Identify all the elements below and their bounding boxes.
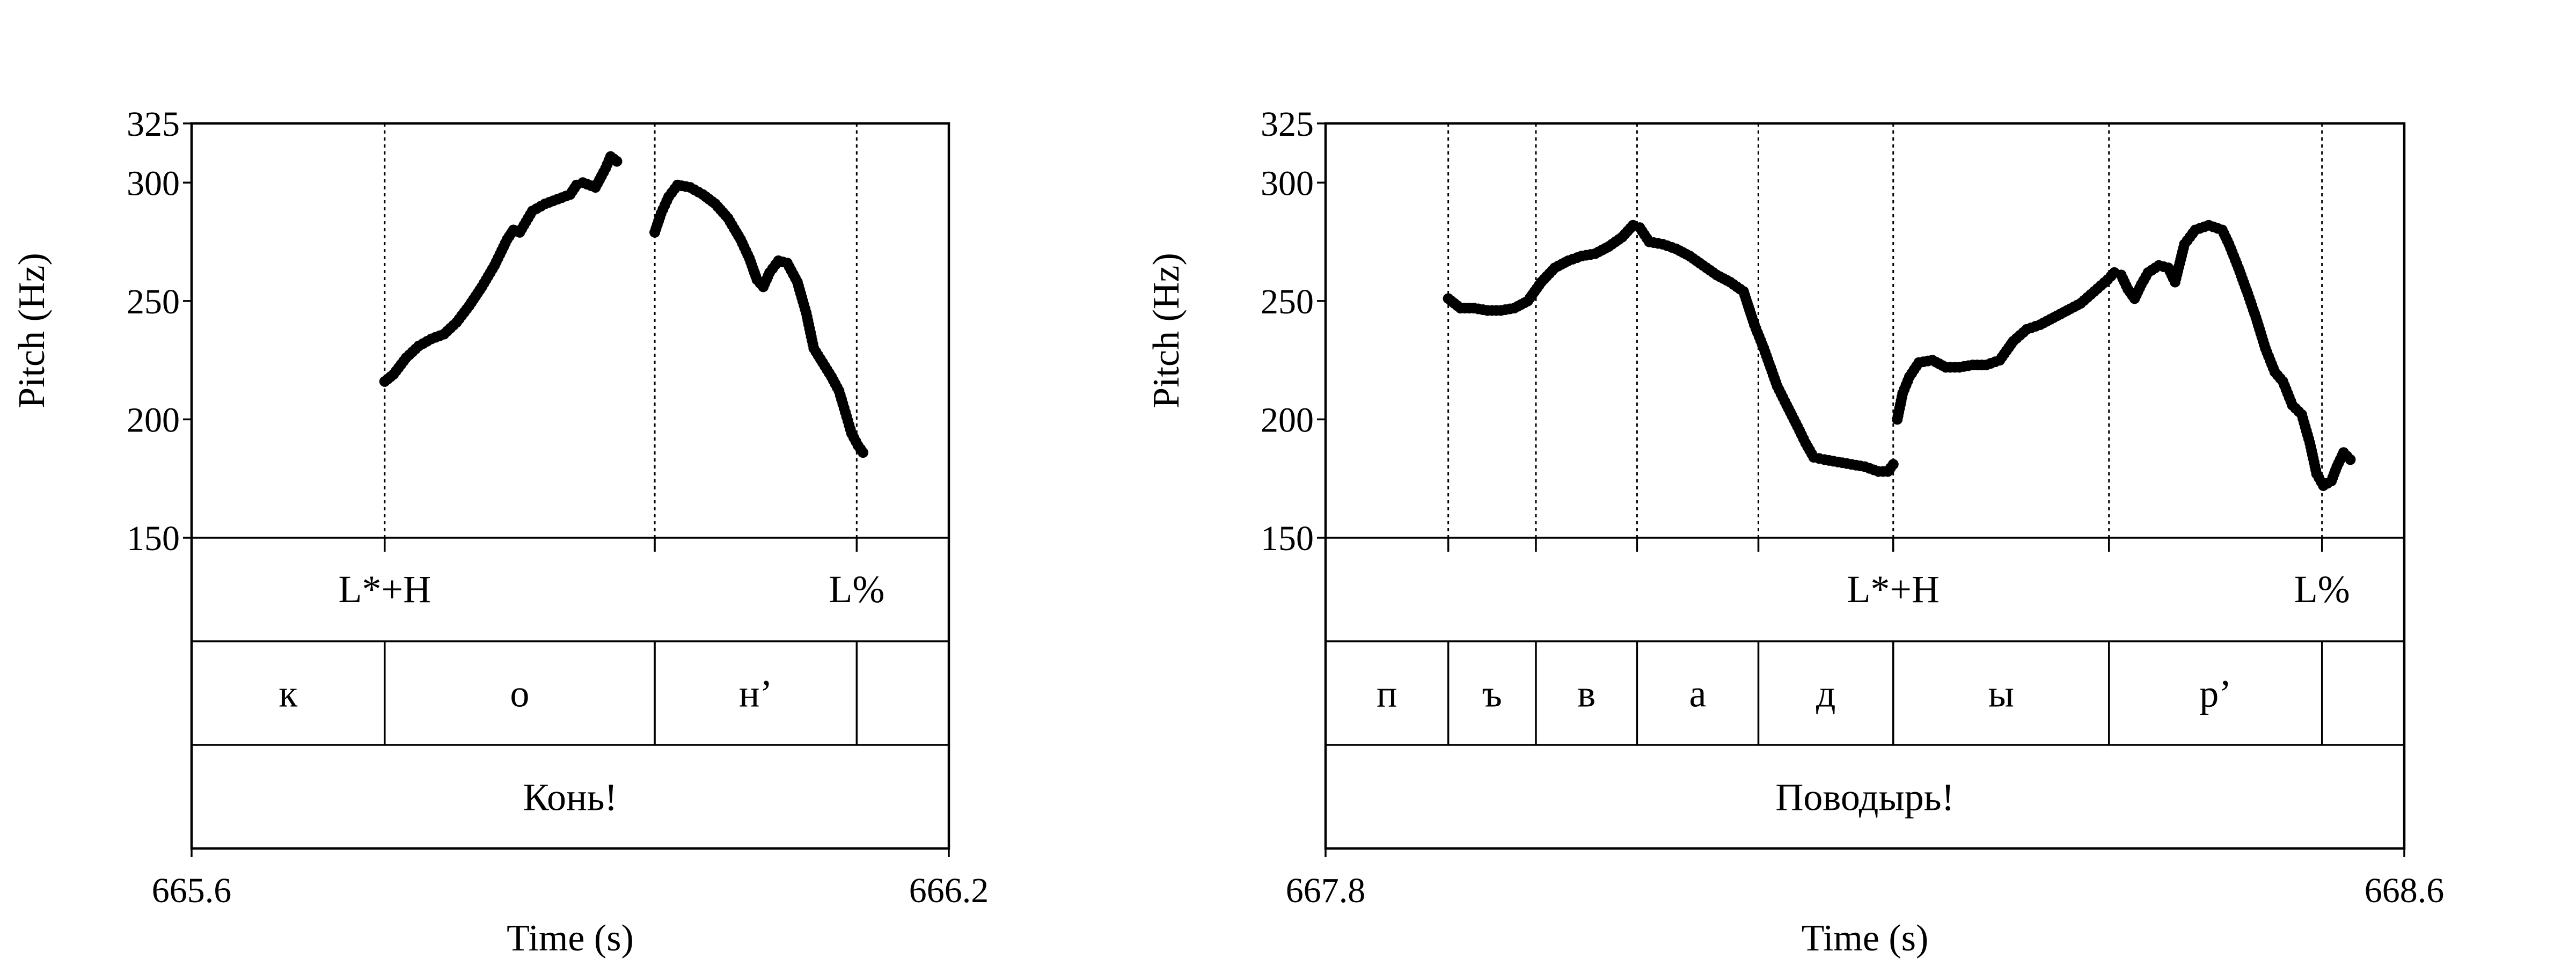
pitch-point xyxy=(611,156,623,167)
tone-label: L% xyxy=(829,568,884,611)
tone-label: L*+H xyxy=(339,568,431,611)
x-tick-label: 668.6 xyxy=(2365,871,2445,910)
segment-label: а xyxy=(1689,672,1706,715)
x-axis-title: Time (s) xyxy=(1802,918,1929,959)
y-tick-label: 325 xyxy=(127,105,180,144)
pitch-track-segment xyxy=(1892,219,2356,491)
segment-label: в xyxy=(1577,672,1596,715)
segment-label: ы xyxy=(1988,672,2014,715)
pitch-track-segment xyxy=(1443,219,1899,477)
segment-label: о xyxy=(510,672,529,715)
y-tick-label: 200 xyxy=(1261,400,1314,440)
y-tick-label: 150 xyxy=(127,519,180,558)
segment-label: к xyxy=(279,672,298,715)
x-tick-label: 665.6 xyxy=(152,871,232,910)
segment-label: д xyxy=(1816,672,1836,715)
plot-frame xyxy=(190,122,950,850)
tone-label: L% xyxy=(2294,568,2350,611)
pitch-point xyxy=(1887,459,1899,470)
y-tick-label: 325 xyxy=(1261,105,1314,144)
word-label: Поводырь! xyxy=(1775,776,1954,819)
y-tick-label: 250 xyxy=(1261,282,1314,321)
pitch-track-segment xyxy=(379,151,623,387)
x-tick-label: 666.2 xyxy=(909,871,989,910)
word-label: Конь! xyxy=(523,776,618,819)
pitch-track-segment xyxy=(649,179,869,458)
pitch-panel-1: 150 200 250 300 325 665.6 666.2 Time (s) Pitch (… xyxy=(11,105,989,959)
pitch-panel-2: 150 200 250 300 325 667.8 668.6 Time (s) Pitch (… xyxy=(1146,105,2444,959)
plot-frame xyxy=(1324,122,2406,850)
y-tick-label: 150 xyxy=(1261,519,1314,558)
y-tick-label: 300 xyxy=(1261,164,1314,203)
pitch-point xyxy=(858,447,869,458)
y-axis-title: Pitch (Hz) xyxy=(1146,253,1187,408)
tone-label: L*+H xyxy=(1847,568,1940,611)
y-tick-label: 200 xyxy=(127,400,180,440)
y-tick-label: 300 xyxy=(127,164,180,203)
segment-label: п xyxy=(1377,672,1397,715)
segment-label: р’ xyxy=(2199,672,2231,715)
y-tick-label: 250 xyxy=(127,282,180,321)
y-axis-title: Pitch (Hz) xyxy=(11,253,53,408)
x-tick-label: 667.8 xyxy=(1286,871,1366,910)
segment-label: ъ xyxy=(1482,672,1502,715)
x-axis-title: Time (s) xyxy=(507,918,634,959)
pitch-point xyxy=(2345,454,2356,465)
segment-label: н’ xyxy=(739,672,773,715)
